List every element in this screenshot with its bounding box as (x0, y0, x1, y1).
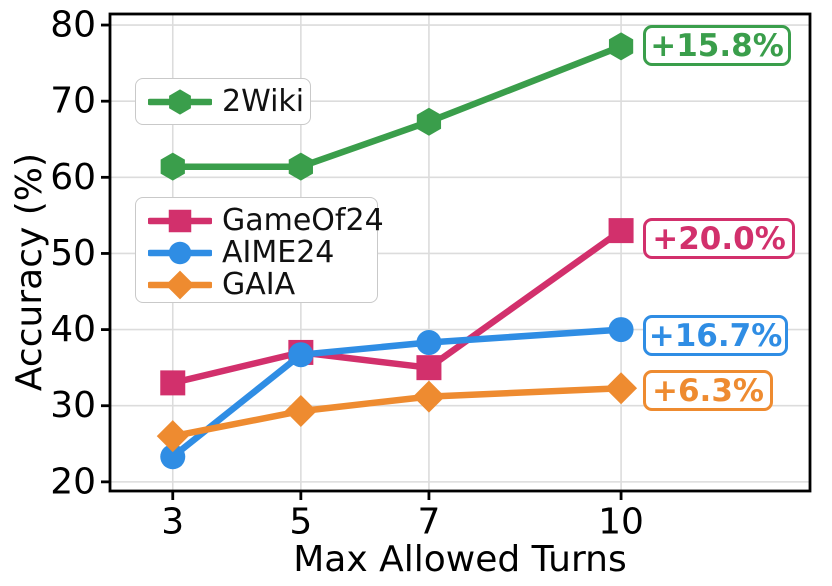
x-tick-label: 10 (598, 502, 644, 543)
legend-item-2wiki: 2Wiki (148, 85, 310, 118)
legend-2wiki: 2Wiki (135, 78, 311, 125)
hexagon-marker-2wiki (160, 152, 185, 181)
diamond-marker-gaia (284, 395, 317, 428)
series-line-aime24 (169, 326, 625, 460)
annotation-gain-gaia: +6.3% (643, 370, 773, 411)
gameof24-line-marker-sample (148, 209, 212, 233)
y-tick-label: 30 (50, 385, 96, 426)
x-tick-label: 5 (289, 502, 312, 543)
diamond-marker-gaia (412, 380, 445, 413)
circle-marker-aime24 (288, 342, 314, 368)
2wiki-line-marker-sample (148, 88, 212, 115)
y-tick-label: 70 (50, 81, 96, 122)
legend-item-aime24: AIME24 (148, 237, 377, 269)
x-tick-label: 7 (417, 502, 440, 543)
legend-sample-marker (165, 270, 195, 300)
diamond-marker-gaia (156, 420, 189, 453)
legend-sample-marker (168, 241, 192, 265)
x-tick-label: 3 (161, 502, 184, 543)
annotation-gain-gameof24: +20.0% (643, 218, 795, 259)
hexagon-marker-2wiki (608, 32, 634, 61)
legend-label-aime24: AIME24 (222, 235, 335, 270)
square-marker-gameof24 (160, 370, 186, 396)
legend-item-gameof24: GameOf24 (148, 205, 384, 237)
legend-label-gameof24: GameOf24 (222, 203, 384, 238)
aime24-line-marker-sample (148, 241, 212, 265)
legend-sample-marker (169, 88, 191, 115)
legend-item-gaia: GAIA (148, 269, 377, 301)
y-tick-label: 80 (50, 5, 96, 46)
diamond-marker-gaia (605, 372, 638, 405)
circle-marker-aime24 (416, 330, 442, 356)
x-axis-label: Max Allowed Turns (293, 539, 627, 580)
annotation-gain-aime24: +16.7% (643, 315, 788, 356)
legend-label-gaia: GAIA (222, 267, 296, 302)
y-tick-label: 20 (50, 461, 96, 502)
series-line-gaia (169, 384, 625, 440)
legend-sample-marker (168, 209, 192, 233)
circle-marker-aime24 (608, 317, 634, 343)
square-marker-gameof24 (416, 355, 442, 381)
y-axis-label: Accuracy (%) (9, 152, 50, 392)
series-line-gameof24 (169, 227, 625, 387)
y-tick-label: 50 (50, 233, 96, 274)
legend-benchmarks: GameOf24 AIME24 GAIA (135, 197, 384, 303)
hexagon-marker-2wiki (288, 152, 313, 181)
y-tick-label: 40 (50, 309, 96, 350)
circle-marker-aime24 (160, 444, 186, 470)
y-tick-label: 60 (50, 157, 96, 198)
legend-label-2wiki: 2Wiki (222, 83, 305, 119)
gaia-line-marker-sample (148, 270, 212, 300)
annotation-gain-2wiki: +15.8% (643, 25, 791, 66)
series-line-2wiki (169, 43, 625, 170)
square-marker-gameof24 (608, 218, 634, 244)
hexagon-marker-2wiki (416, 107, 442, 136)
